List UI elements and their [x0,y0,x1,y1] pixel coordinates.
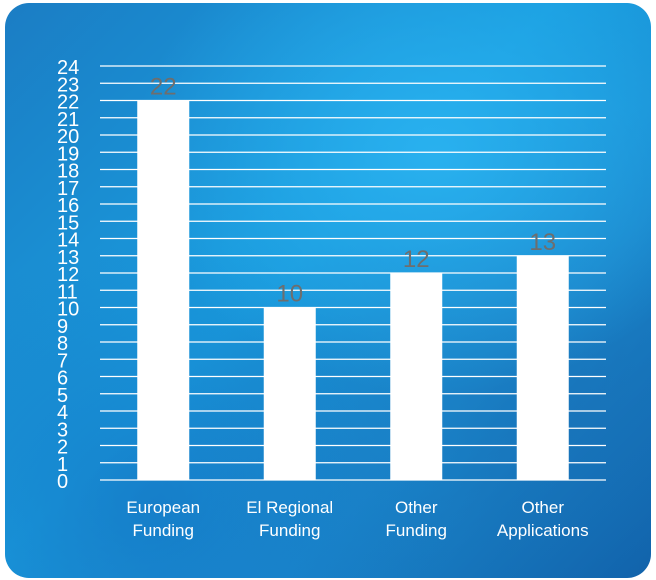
y-tick-label: 16 [57,195,79,217]
x-category-label: El Regional [246,498,333,517]
y-tick-label: 1 [57,454,68,476]
x-axis-category-labels: European Funding El Regional Funding Other Fu… [126,498,588,540]
x-category-label: Funding [386,521,447,540]
y-tick-label: 3 [57,419,68,441]
y-tick-label: 13 [57,247,79,269]
bar [263,307,316,480]
y-tick-label: 2 [57,437,68,459]
x-category-label: Other [395,498,438,517]
x-category-label: European [126,498,200,517]
bar-chart: 0123456789101112131415161718192021222324… [57,57,606,540]
y-tick-label: 18 [57,161,79,183]
y-tick-label: 17 [57,178,79,200]
y-tick-label: 11 [57,281,78,303]
y-tick-label: 24 [57,57,79,79]
data-label: 22 [150,74,177,101]
x-category-label: Applications [497,521,589,540]
chart-card: 0 1 2 3 4 5 6 7 8 9 10 11 12 13 14 15 16 17 18 19 20 21 22 23 24… [5,3,651,578]
data-label: 13 [529,229,556,256]
y-tick-label: 14 [57,230,79,252]
y-tick-label: 22 [57,92,79,114]
y-tick-label: 21 [57,109,79,131]
data-label: 10 [276,281,303,308]
y-tick-label: 0 [57,471,68,493]
data-label: 12 [403,246,430,273]
y-tick-label: 10 [57,299,79,321]
y-tick-label: 5 [57,385,68,407]
data-labels: 22 10 12 13 [150,74,556,308]
bar [516,255,569,480]
y-tick-label: 9 [57,316,68,338]
y-tick-label: 23 [57,74,79,96]
x-category-label: Other [521,498,564,517]
y-tick-label: 15 [57,212,79,234]
bar [137,100,190,480]
y-tick-label: 6 [57,368,68,390]
y-tick-label: 4 [57,402,68,424]
bar [390,273,443,480]
x-category-label: Funding [259,521,320,540]
y-tick-label: 20 [57,126,79,148]
bars [137,100,569,480]
y-tick-label: 12 [57,264,79,286]
y-tick-label: 19 [57,143,79,165]
x-category-label: Funding [133,521,194,540]
y-tick-label: 7 [57,350,68,372]
y-tick-label: 8 [57,333,68,355]
